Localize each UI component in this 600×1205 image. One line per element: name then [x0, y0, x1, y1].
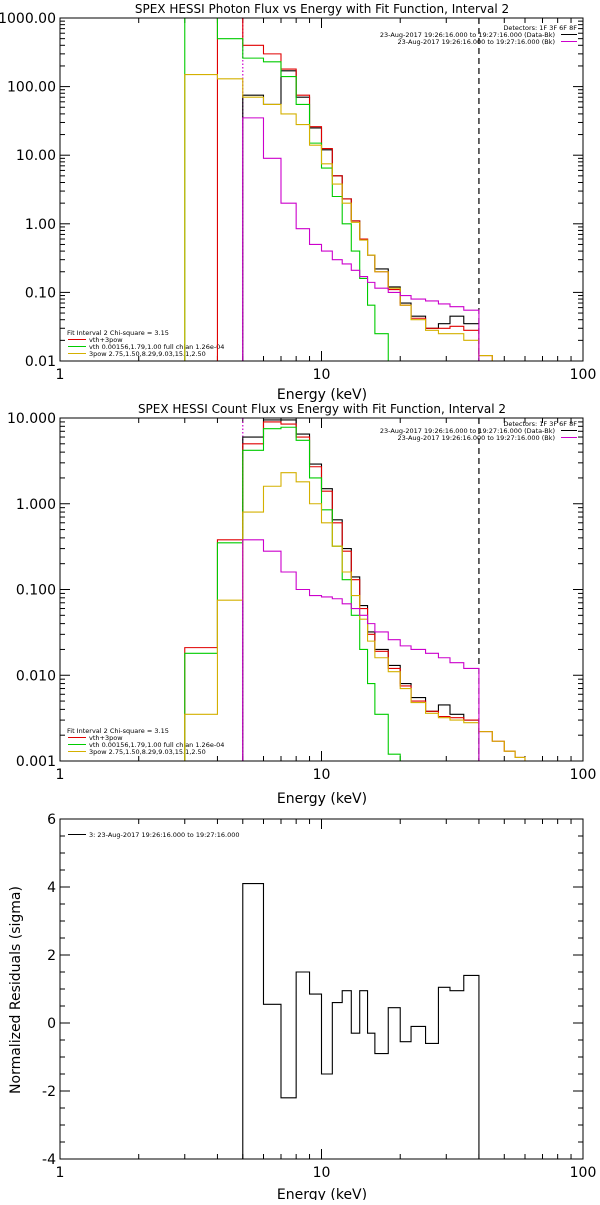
y-tick-label: 0.10	[25, 285, 56, 301]
residuals-panel: Energy (keV) Normalized Residuals (sigma…	[8, 812, 597, 1203]
photon-flux-title: SPEX HESSI Photon Flux vs Energy with Fi…	[135, 2, 509, 16]
y-tick-label: 1.00	[25, 217, 56, 233]
y-tick-label: 0	[47, 1016, 56, 1032]
y-tick-label: 6	[47, 812, 56, 828]
count-legend-bk: 23-Aug-2017 19:26:16.000 to 19:27:16.000…	[398, 434, 555, 442]
spectrum-series-0	[242, 70, 480, 361]
spectrum-series-0	[242, 419, 480, 761]
count-legend-data-bk: 23-Aug-2017 19:26:16.000 to 19:27:16.000…	[380, 427, 555, 435]
spectrum-series-3	[184, 73, 493, 361]
x-tick-label: 10	[313, 767, 331, 783]
x-tick-label: 100	[570, 1165, 597, 1181]
plot-frame	[59, 17, 584, 362]
spectrum-series-2	[184, 18, 401, 361]
y-tick-label: -4	[42, 1152, 56, 1168]
spectrum-series-3	[184, 472, 526, 761]
spectrum-series-4	[242, 117, 480, 361]
spectrum-series-0	[242, 883, 480, 1159]
plot-frame	[59, 417, 584, 762]
photon-fit-vth: vth 0.00156,1.79,1.00 full chian 1.26e-0…	[89, 343, 224, 351]
x-tick-label: 10	[313, 367, 331, 383]
photon-flux-xlabel: Energy (keV)	[277, 387, 367, 403]
residuals-xlabel: Energy (keV)	[277, 1187, 367, 1200]
photon-fit-header: Fit Interval 2 Chi-square = 3.15	[67, 329, 169, 337]
spectrum-series-1	[216, 18, 493, 361]
y-tick-label: 0.001	[16, 754, 56, 770]
y-tick-label: 4	[47, 880, 56, 896]
x-tick-label: 1	[56, 767, 65, 783]
count-legend-detectors: Detectors: 1F 3F 6F 8F	[503, 420, 577, 428]
photon-legend-bk: 23-Aug-2017 19:26:16.000 to 19:27:16.000…	[398, 38, 555, 46]
photon-fit-3pow: 3pow 2.75,1.50,8.29,9.03,15.1,2.50	[89, 350, 206, 358]
plot-frame	[59, 818, 584, 1160]
x-tick-label: 100	[570, 767, 597, 783]
photon-legend-data-bk: 23-Aug-2017 19:26:16.000 to 19:27:16.000…	[380, 31, 555, 39]
spectrum-series-1	[184, 421, 526, 761]
x-tick-label: 1	[56, 367, 65, 383]
y-tick-label: 100.00	[7, 80, 56, 96]
count-fit-total: vth+3pow	[89, 734, 123, 742]
photon-legend-detectors: Detectors: 1F 3F 6F 8F	[503, 24, 577, 32]
count-fit-header: Fit Interval 2 Chi-square = 3.15	[67, 727, 169, 735]
y-tick-label: 10.000	[7, 411, 56, 427]
photon-fit-total: vth+3pow	[89, 336, 123, 344]
spectrum-series-4	[242, 539, 480, 761]
count-fit-vth: vth 0.00156,1.79,1.00 full chian 1.26e-0…	[89, 741, 224, 749]
count-flux-panel: SPEX HESSI Count Flux vs Energy with Fit…	[7, 402, 596, 807]
y-tick-label: 2	[47, 948, 56, 964]
y-tick-label: -2	[42, 1084, 56, 1100]
spectrum-series-2	[184, 426, 401, 761]
y-tick-label: 1.000	[16, 497, 56, 513]
y-tick-label: 0.010	[16, 668, 56, 684]
count-flux-xlabel: Energy (keV)	[277, 791, 367, 807]
y-tick-label: 0.100	[16, 583, 56, 599]
y-tick-label: 0.01	[25, 354, 56, 370]
y-tick-label: 10.00	[16, 148, 56, 164]
count-flux-title: SPEX HESSI Count Flux vs Energy with Fit…	[138, 402, 506, 416]
residuals-legend-text: 3: 23-Aug-2017 19:26:16.000 to 19:27:16.…	[89, 831, 240, 839]
y-tick-label: 1000.00	[0, 11, 56, 27]
residuals-ylabel: Normalized Residuals (sigma)	[8, 886, 24, 1094]
photon-flux-panel: SPEX HESSI Photon Flux vs Energy with Fi…	[0, 2, 596, 403]
count-fit-3pow: 3pow 2.75,1.50,8.29,9.03,15.1,2.50	[89, 748, 206, 756]
x-tick-label: 1	[56, 1165, 65, 1181]
x-tick-label: 100	[570, 367, 597, 383]
x-tick-label: 10	[313, 1165, 331, 1181]
